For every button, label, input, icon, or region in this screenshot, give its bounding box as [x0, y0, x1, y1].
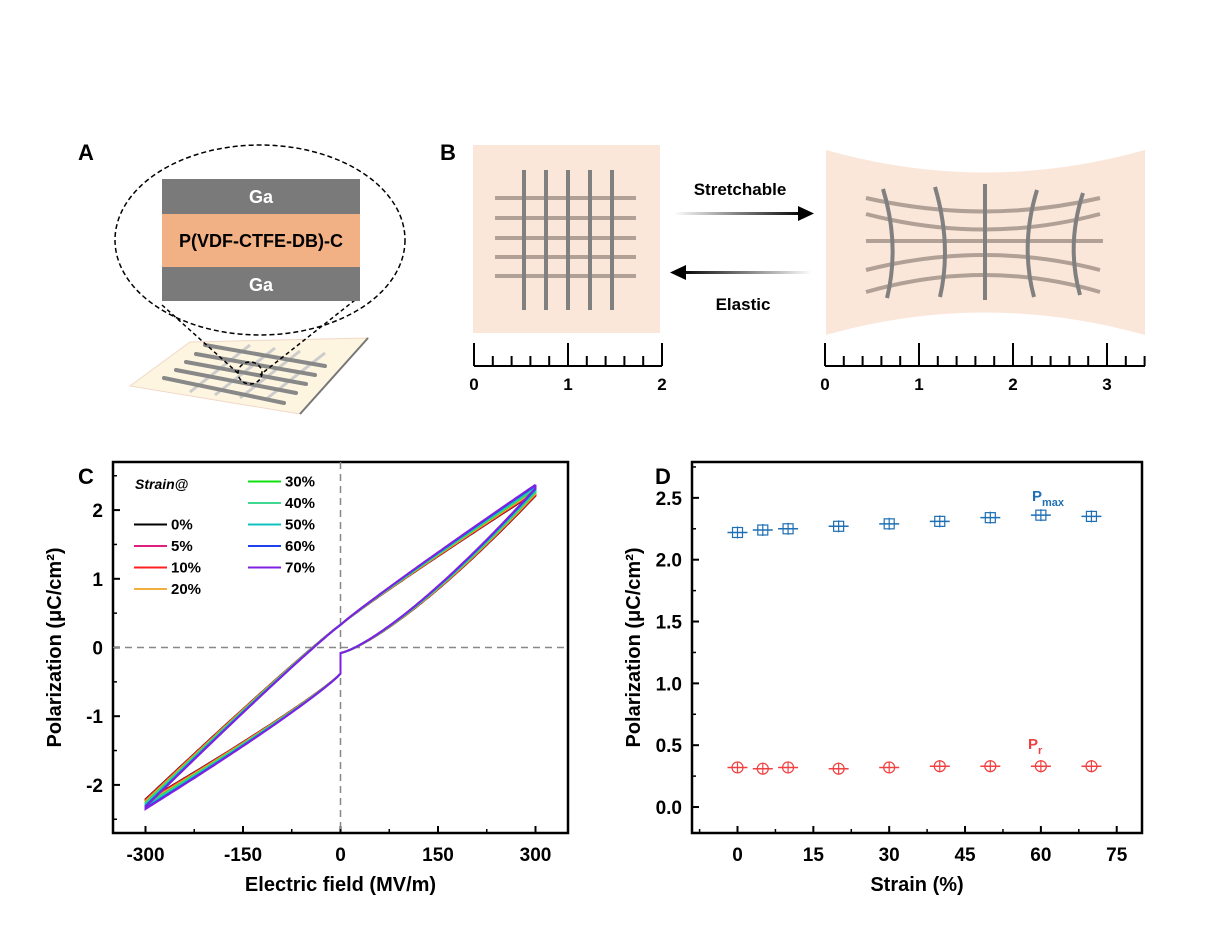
- plot-frame: [690, 460, 1144, 835]
- substrate: [128, 337, 370, 415]
- ruler-left: 0 1 2: [469, 343, 667, 394]
- ruler-tick-label: 0: [469, 375, 478, 394]
- ruler-tick-label: 1: [563, 375, 572, 394]
- hysteresis-chart: -300 -150 0 150 300 -2 -1 0 1 2 Electric field (MV…: [44, 460, 570, 896]
- data-point-Pmax: [1030, 509, 1051, 522]
- polymer-label: P(VDF-CTFE-DB)-C: [179, 231, 343, 251]
- elastic-label: Elastic: [716, 295, 771, 314]
- data-point-Pmax: [778, 522, 799, 535]
- stretchable-label: Stretchable: [694, 180, 787, 199]
- legend-label: 70%: [285, 560, 315, 577]
- x-tick-label: -150: [224, 845, 262, 866]
- pr-label-sub: r: [1038, 745, 1043, 757]
- data-point-Pr: [828, 762, 849, 775]
- polymer-layer: [162, 214, 360, 267]
- x-tick-label: 30: [879, 845, 900, 866]
- ga-top-label: Ga: [249, 187, 274, 207]
- x-tick-label: 15: [803, 845, 825, 866]
- pmax-label: Pmax: [1032, 488, 1065, 509]
- x-tick-label: 0: [732, 845, 743, 866]
- data-point-Pr: [980, 760, 1001, 773]
- data-point-Pmax: [929, 515, 950, 528]
- x-tick-label: 60: [1030, 845, 1051, 866]
- zoom-ellipse: [114, 144, 406, 336]
- ruler-tick-label: 2: [657, 375, 666, 394]
- panel-label-c: C: [78, 464, 94, 489]
- x-axis-label: Electric field (MV/m): [245, 874, 436, 896]
- ruler-tick-label: 2: [1008, 375, 1017, 394]
- legend-label: 0%: [171, 517, 193, 534]
- x-tick-label: 300: [520, 845, 552, 866]
- panel-label-b: B: [440, 140, 456, 165]
- ruler-tick-label: 3: [1102, 375, 1111, 394]
- y-tick-label: 0.0: [656, 798, 682, 819]
- x-tick-label: 45: [954, 845, 976, 866]
- x-tick-label: -300: [126, 845, 164, 866]
- y-tick-label: 2: [92, 501, 103, 522]
- ruler-tick-label: 0: [820, 375, 829, 394]
- legend-label: 20%: [171, 581, 201, 598]
- data-point-Pmax: [727, 526, 748, 539]
- ga-bottom-layer: [162, 267, 360, 301]
- y-tick-label: 1.5: [656, 613, 683, 634]
- x-tick-label: 150: [422, 845, 454, 866]
- data-point-Pr: [929, 760, 950, 773]
- electrode-grid: [162, 343, 327, 405]
- legend-label: 10%: [171, 560, 201, 577]
- data-point-Pr: [1030, 760, 1051, 773]
- data-point-Pr: [1081, 760, 1102, 773]
- data-point-Pr: [879, 761, 900, 774]
- ruler-tick-label: 1: [914, 375, 923, 394]
- legend-label: 5%: [171, 538, 193, 555]
- y-axis-label: Polarization (μC/cm²): [44, 547, 66, 747]
- legend-label: 50%: [285, 517, 315, 534]
- y-tick-label: 1: [92, 570, 103, 591]
- panel-a-illustration: Ga P(VDF-CTFE-DB)-C Ga: [114, 144, 406, 415]
- panel-label-a: A: [78, 140, 94, 165]
- polarization-strain-chart: 0 15 30 45 60 75 0.0 0.5 1.0 1.5 2.0 2.5 Strain (%) P…: [623, 460, 1144, 896]
- x-tick-label: 0: [335, 845, 346, 866]
- data-point-Pmax: [879, 517, 900, 530]
- y-tick-label: 2.5: [656, 489, 683, 510]
- stretch-arrow: [674, 212, 804, 215]
- panel-label-d: D: [655, 464, 671, 489]
- data-point-Pmax: [828, 520, 849, 533]
- y-tick-label: -2: [86, 776, 103, 797]
- data-point-Pr: [752, 762, 773, 775]
- pmax-label-sub: max: [1042, 497, 1065, 509]
- y-tick-label: 0.5: [656, 736, 683, 757]
- legend-title: Strain@: [135, 476, 189, 492]
- data-point-Pmax: [1081, 510, 1102, 523]
- ga-top-layer: [162, 179, 360, 214]
- data-point-Pmax: [980, 511, 1001, 524]
- legend-label: 40%: [285, 495, 315, 512]
- x-axis-label: Strain (%): [870, 874, 963, 896]
- ruler-right: 0 1 2 3: [820, 343, 1146, 394]
- y-tick-label: -1: [86, 707, 103, 728]
- pr-label: Pr: [1028, 736, 1043, 757]
- data-point-Pmax: [752, 524, 773, 537]
- release-arrow: [680, 271, 812, 274]
- legend-label: 30%: [285, 474, 315, 491]
- panel-b-illustration: Stretchable Elastic 0 1 2 0 1 2 3: [469, 145, 1146, 394]
- y-tick-label: 0: [92, 639, 103, 660]
- data-point-Pr: [727, 761, 748, 774]
- y-tick-label: 2.0: [656, 551, 682, 572]
- y-axis-label: Polarization (μC/cm²): [623, 547, 645, 747]
- pr-label-main: P: [1028, 736, 1038, 753]
- pmax-label-main: P: [1032, 488, 1042, 505]
- ga-bottom-label: Ga: [249, 275, 274, 295]
- legend-label: 60%: [285, 538, 315, 555]
- y-tick-label: 1.0: [656, 674, 682, 695]
- loop-70pct: [144, 483, 537, 811]
- x-tick-label: 75: [1106, 845, 1128, 866]
- data-point-Pr: [778, 761, 799, 774]
